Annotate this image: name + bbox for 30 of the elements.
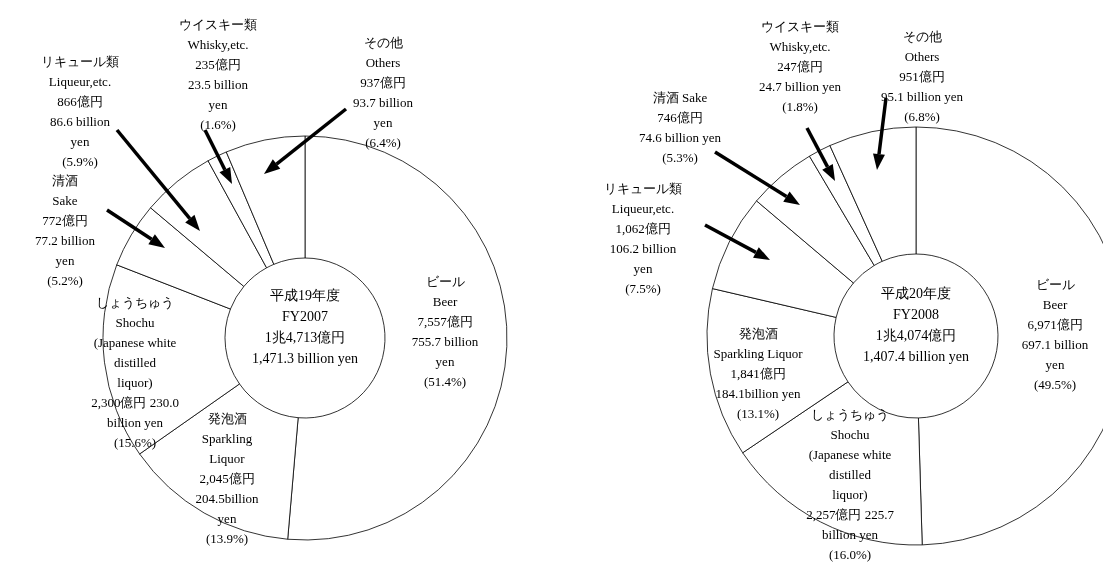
data-label: 937億円 93.7 billion yen (6.4%) xyxy=(353,75,414,150)
slice-label: 発泡酒 Sparkling Liquor xyxy=(713,326,804,361)
slice-label: リキュール類 Liqueur,etc. xyxy=(604,181,682,216)
data-label: 6,971億円 697.1 billion yen (49.5%) xyxy=(1021,317,1089,392)
text: 平成19年度 FY2007 1兆4,713億円 1,471.3 billion yen xyxy=(252,288,358,366)
slice-label: 清酒 Sake xyxy=(652,90,708,105)
data-label: 2,257億円 225.7 billion yen (16.0%) xyxy=(806,507,895,562)
slice-label: 発泡酒 Sparkling Liquor xyxy=(201,411,253,466)
data-label: 235億円 23.5 billion yen (1.6%) xyxy=(188,57,249,132)
slice-label: リキュール類 Liqueur,etc. xyxy=(41,54,119,89)
slice-label: しょうちゅう Shochu (Japanese white distilled liquor) xyxy=(93,295,177,390)
slice-label: ビール Beer xyxy=(425,274,465,309)
data-label: 951億円 95.1 billion yen (6.8%) xyxy=(881,69,964,124)
slice-label: 清酒 Sake xyxy=(52,173,78,208)
data-label: 866億円 86.6 billion yen (5.9%) xyxy=(50,94,111,169)
data-label: 2,300億円 230.0 billion yen (15.6%) xyxy=(91,395,179,450)
data-label: 2,045億円 204.5billion yen (13.9%) xyxy=(195,471,260,546)
data-label: 1,062億円 106.2 billion yen (7.5%) xyxy=(609,221,677,296)
slice-label: ウイスキー類 Whisky,etc. xyxy=(761,19,839,54)
data-label: 772億円 77.2 billion yen (5.2%) xyxy=(35,213,96,288)
slice-label: ウイスキー類 Whisky,etc. xyxy=(179,17,257,52)
text: 平成20年度 FY2008 1兆4,074億円 1,407.4 billion yen xyxy=(863,286,969,364)
slice-label: その他 Others xyxy=(363,35,403,70)
data-label: 7,557億円 755.7 billion yen (51.4%) xyxy=(411,314,479,389)
slice-label: その他 Others xyxy=(902,29,942,64)
data-label: 247億円 24.7 billion yen (1.8%) xyxy=(759,59,842,114)
slice-label: ビール Beer xyxy=(1035,277,1075,312)
data-label: 746億円 74.6 billion yen (5.3%) xyxy=(639,110,722,165)
slice-label: しょうちゅう Shochu (Japanese white distilled liquor) xyxy=(808,407,892,502)
data-label: 1,841億円 184.1billion yen (13.1%) xyxy=(715,366,802,421)
